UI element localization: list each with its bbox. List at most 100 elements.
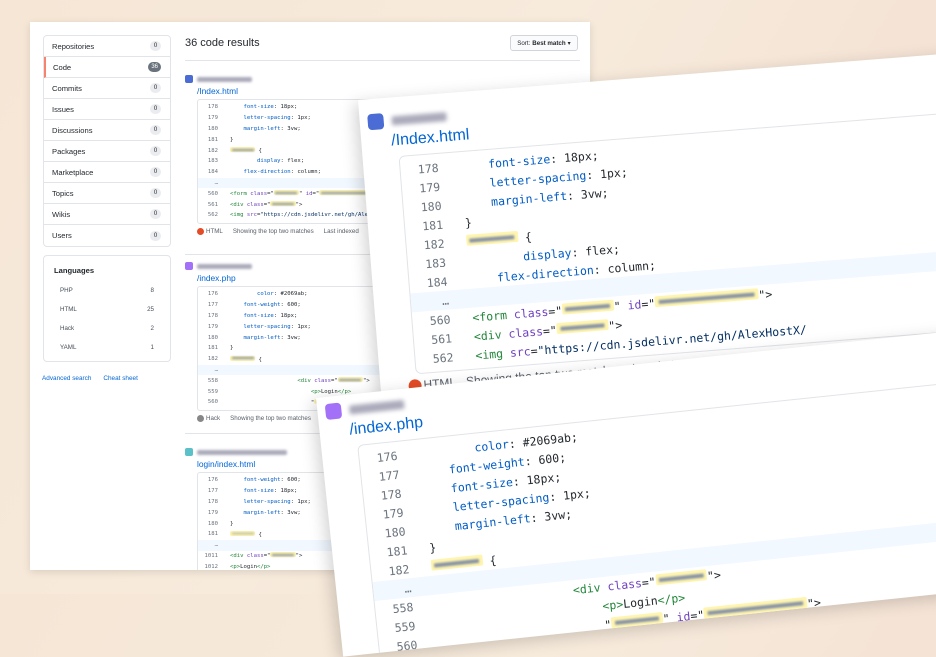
code-token: class (246, 553, 264, 560)
line-number: 178 (207, 498, 218, 505)
code-text: <form class="" id=""> (230, 190, 376, 197)
line-number: 181 (207, 345, 218, 352)
languages-title: Languages (54, 266, 95, 275)
code-token: Login (622, 592, 659, 611)
repo-owner[interactable] (185, 74, 580, 84)
code-line: 181 { (198, 529, 579, 540)
code-line: 183 display: flex; (198, 156, 579, 167)
code-token: font-size (243, 312, 274, 319)
language-filter-yaml[interactable]: YAML 1 (54, 338, 160, 357)
sidebar-item-issues[interactable]: Issues 0 (44, 99, 170, 120)
language-name: HTML (206, 227, 223, 235)
file-path-link[interactable]: /index.php (197, 273, 236, 283)
code-token: : flex; (280, 158, 305, 165)
sidebar-item-repositories[interactable]: Repositories 0 (44, 36, 170, 57)
caret-down-icon: ▾ (567, 39, 571, 47)
code-token: <img (474, 345, 511, 363)
repo-owner[interactable] (185, 261, 580, 271)
code-token: =" (312, 191, 320, 198)
count-badge: 0 (150, 209, 161, 219)
code-token (230, 126, 243, 132)
code-token: display (256, 158, 281, 165)
sidebar-item-label: Commits (52, 83, 82, 93)
sidebar-item-label: Users (52, 231, 72, 240)
code-token (230, 313, 243, 319)
code-token: color (473, 436, 510, 455)
code-token: id (305, 191, 313, 198)
code-token: : flex; (570, 241, 621, 260)
code-token: margin-left (243, 334, 281, 341)
sidebar-item-label: Discussions (52, 125, 93, 135)
separator-mark: … (441, 293, 450, 308)
code-token: id (627, 296, 642, 312)
line-number: 179 (207, 115, 218, 122)
code-token: { (481, 552, 498, 568)
code-token (230, 324, 243, 330)
code-token: } (464, 214, 473, 230)
count-badge: 0 (150, 188, 161, 198)
cheat-sheet-link[interactable]: Cheat sheet (103, 375, 138, 382)
code-text: <div class=" "> (230, 201, 302, 208)
code-token: : 3vw; (529, 506, 573, 525)
code-line: 178 font-size: 18px; (198, 311, 579, 322)
code-token: : 3vw; (566, 185, 609, 203)
code-token: : 1px; (290, 323, 311, 330)
sidebar-item-discussions[interactable]: Discussions 0 (44, 120, 170, 141)
line-number: 562 (432, 349, 454, 366)
repo-owner[interactable] (185, 447, 580, 457)
code-line: 558 <div class=" "> (198, 375, 579, 386)
code-token (463, 194, 492, 210)
sort-value: Best match (532, 39, 566, 47)
sidebar-item-users[interactable]: Users 0 (44, 225, 170, 246)
line-number: 176 (207, 477, 218, 484)
advanced-search-link[interactable]: Advanced search (42, 375, 92, 382)
code-line: 180} (198, 518, 579, 529)
code-token (421, 462, 450, 479)
language-filter-html[interactable]: HTML 25 (54, 300, 160, 319)
separator-mark: … (214, 366, 218, 373)
sort-dropdown[interactable]: Sort: Best match ▾ (510, 35, 578, 51)
result-footer: HTML Showing the top two matches Last inde… (197, 227, 580, 235)
file-path-link[interactable]: /Index.html (197, 86, 238, 96)
results-count-title: 36 code results (185, 37, 260, 49)
last-indexed: Last indexed (323, 227, 359, 235)
sidebar-item-label: Repositories (52, 41, 95, 51)
code-snippet: 178 font-size: 18px; 179 letter-spacing: … (398, 107, 936, 375)
code-token (469, 270, 498, 286)
code-token: <form (471, 306, 515, 325)
code-token: } (230, 345, 234, 352)
sidebar-item-label: Issues (52, 104, 74, 114)
code-token (230, 115, 243, 121)
code-token: : 1px; (290, 498, 311, 505)
redacted-highlight (319, 190, 370, 196)
language-filter-hack[interactable]: Hack 2 (54, 319, 160, 338)
code-token: : 18px; (273, 488, 298, 495)
code-token: </p> (256, 563, 271, 570)
sidebar-item-wikis[interactable]: Wikis 0 (44, 204, 170, 225)
code-text: { (230, 530, 262, 538)
code-token: { (255, 531, 262, 538)
divider (185, 60, 580, 61)
repo-avatar-icon (185, 448, 193, 456)
count-badge: 0 (150, 104, 161, 114)
code-token: id (675, 608, 692, 624)
code-line: 176 font-weight: 600; (198, 475, 579, 486)
sidebar-item-code[interactable]: Code 36 (44, 57, 170, 78)
code-token: <form (230, 191, 251, 198)
line-number: 1012 (204, 563, 218, 570)
line-number: 183 (424, 255, 447, 271)
code-text: } (464, 215, 472, 230)
language-filter-php[interactable]: PHP 8 (54, 281, 160, 300)
code-line: 179 letter-spacing: 1px; (198, 321, 579, 332)
sidebar-item-packages[interactable]: Packages 0 (44, 141, 170, 162)
code-text: { (230, 355, 262, 363)
redacted-highlight (273, 190, 299, 196)
file-path-link[interactable]: login/index.html (197, 459, 256, 469)
sidebar-item-marketplace[interactable]: Marketplace 0 (44, 162, 170, 183)
sidebar-item-commits[interactable]: Commits 0 (44, 78, 170, 99)
sidebar-item-topics[interactable]: Topics 0 (44, 183, 170, 204)
language-name: YAML (60, 344, 77, 351)
code-token: display (522, 245, 573, 264)
code-token (427, 519, 456, 536)
code-token: class (513, 304, 549, 321)
